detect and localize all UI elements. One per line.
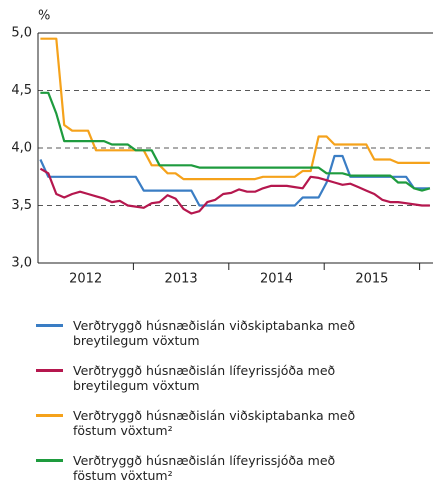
x-tick-label: 2013 (165, 272, 198, 287)
legend-item: Verðtryggð húsnæðislán viðskiptabanka me… (36, 408, 366, 438)
y-tick-label: 3,5 (11, 198, 32, 213)
x-tick-label: 2014 (260, 272, 293, 287)
legend-item: Verðtryggð húsnæðislán lífeyrissjóða með… (36, 363, 366, 393)
legend-swatch (36, 324, 63, 327)
legend-item: Verðtryggð húsnæðislán viðskiptabanka me… (36, 318, 366, 348)
legend-label: Verðtryggð húsnæðislán viðskiptabanka me… (73, 408, 356, 438)
legend-item: Verðtryggð húsnæðislán lífeyrissjóða með… (36, 453, 366, 483)
legend-label: Verðtryggð húsnæðislán lífeyrissjóða með… (73, 453, 336, 483)
x-tick-label: 2012 (69, 272, 102, 287)
chart: % 3,0 3,5 4,0 4,5 5,0 2012 2013 2014 2015 (11, 9, 433, 287)
y-tick-label: 5,0 (11, 26, 32, 41)
series-line (40, 91, 431, 192)
y-tick-label: 4,0 (11, 141, 32, 156)
y-tick-label: 3,0 (11, 256, 32, 271)
series-line (40, 37, 430, 181)
legend-swatch (36, 369, 63, 372)
legend-swatch (36, 459, 63, 462)
x-tick-label: 2015 (355, 272, 388, 287)
legend-swatch (36, 414, 63, 417)
series-line (39, 167, 430, 215)
legend-label: Verðtryggð húsnæðislán viðskiptabanka me… (73, 318, 356, 348)
y-tick-label: 4,5 (11, 83, 32, 98)
series-line (39, 154, 430, 207)
unit-label: % (38, 9, 50, 24)
legend-label: Verðtryggð húsnæðislán lífeyrissjóða með… (73, 363, 336, 393)
